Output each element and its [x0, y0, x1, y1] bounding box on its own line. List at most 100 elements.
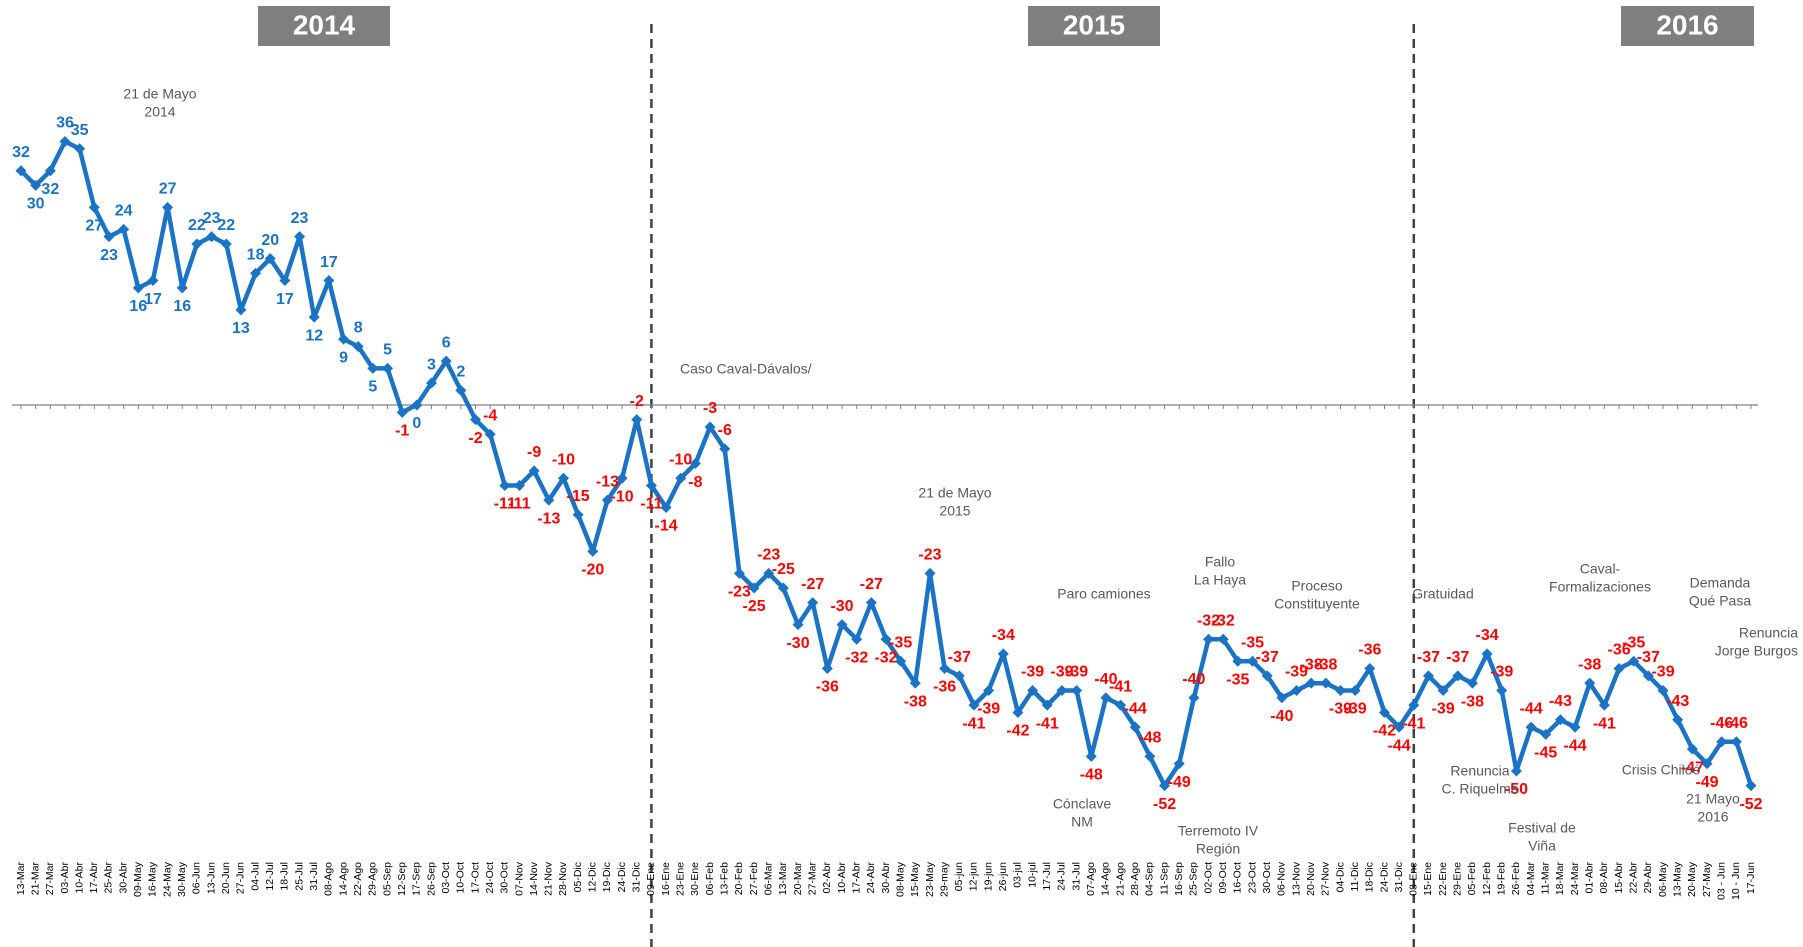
value-label: 23 — [291, 210, 309, 227]
line — [19, 139, 1754, 788]
x-tick-label: 06-Mar — [762, 862, 774, 896]
value-label: -6 — [718, 422, 732, 439]
value-label: -9 — [527, 444, 541, 461]
value-label: -27 — [801, 576, 824, 593]
marker — [704, 421, 716, 433]
marker — [411, 399, 423, 411]
marker — [1466, 677, 1478, 689]
value-label: -32 — [845, 649, 868, 666]
marker — [1422, 670, 1434, 682]
x-tick-label: 12-Sep — [396, 862, 408, 896]
marker — [1437, 684, 1449, 696]
marker — [308, 311, 320, 323]
marker — [616, 472, 628, 484]
x-tick-label: 07-Nov — [513, 861, 525, 896]
marker — [601, 494, 613, 506]
x-tick-label: 24-Dic — [1378, 862, 1390, 892]
marker — [880, 633, 892, 645]
marker — [865, 597, 877, 609]
x-tick-label: 10-jul — [1026, 862, 1038, 888]
marker — [1100, 692, 1112, 704]
x-tick-label: 13-Jun — [205, 862, 217, 894]
x-tick-label: 17-Oct — [469, 862, 481, 894]
x-tick-label: 11-Mar — [1540, 862, 1552, 895]
marker — [1628, 655, 1640, 667]
marker — [455, 384, 467, 396]
value-label: 17 — [320, 254, 338, 271]
marker — [1701, 758, 1713, 770]
marker — [88, 201, 100, 213]
value-label: -10 — [611, 488, 634, 505]
x-tick-label: 14-Ago — [1100, 862, 1112, 896]
value-label: -37 — [1446, 649, 1469, 666]
value-label: -38 — [904, 693, 927, 710]
marker — [1657, 684, 1669, 696]
marker — [396, 406, 408, 418]
value-label: -32 — [874, 649, 897, 666]
x-tick-label: 13-Nov — [1290, 861, 1302, 896]
value-label: -38 — [1461, 693, 1484, 710]
annotation: Crisis Chiloé — [1622, 762, 1701, 778]
x-tick-label: 10-Abr — [73, 861, 85, 893]
value-label: 36 — [56, 115, 74, 132]
marker — [426, 377, 438, 389]
x-tick-label: 13-May — [1671, 861, 1683, 897]
value-label: -39 — [1344, 701, 1367, 718]
value-label: -37 — [1417, 649, 1440, 666]
marker — [631, 414, 643, 426]
marker — [132, 282, 144, 294]
marker — [953, 670, 965, 682]
value-label: -39 — [1065, 664, 1088, 681]
x-tick-label: 17-Sep — [411, 862, 423, 896]
x-tick-label: 18-Dic — [1364, 862, 1376, 892]
marker — [162, 201, 174, 213]
marker — [895, 655, 907, 667]
x-tick-label: 07-Ago — [1085, 862, 1097, 896]
x-tick-label: 24-Jul — [1056, 862, 1068, 891]
x-tick-label: 01-Abr — [1584, 861, 1596, 893]
x-tick-label: 10-Oct — [455, 862, 467, 894]
marker — [191, 238, 203, 250]
marker — [1642, 670, 1654, 682]
marker — [206, 231, 218, 243]
value-label: -39 — [1021, 664, 1044, 681]
value-label: 32 — [12, 144, 30, 161]
value-label: -41 — [1109, 678, 1132, 695]
marker — [1291, 684, 1303, 696]
value-label: -34 — [1476, 627, 1499, 644]
value-label: -34 — [992, 627, 1015, 644]
x-tick-label: 24-May — [161, 861, 173, 897]
marker — [909, 677, 921, 689]
marker — [1378, 706, 1390, 718]
marker — [1305, 677, 1317, 689]
x-tick-label: 12-jun — [968, 862, 980, 891]
marker — [294, 231, 306, 243]
value-label: 2 — [456, 364, 465, 381]
marker — [1188, 692, 1200, 704]
x-tick-label: 22-Abr — [1627, 861, 1639, 893]
marker — [440, 355, 452, 367]
value-label: 18 — [247, 246, 265, 263]
x-tick-label: 19-Feb — [1496, 862, 1508, 895]
marker — [513, 480, 525, 492]
value-label: -10 — [669, 451, 692, 468]
annotation: Terremoto IV — [1178, 823, 1259, 839]
annotation: 2016 — [1697, 809, 1728, 825]
annotation: Fallo — [1205, 554, 1236, 570]
x-tick-label: 28-Nov — [557, 861, 569, 896]
marker — [1144, 750, 1156, 762]
value-label: 17 — [276, 291, 294, 308]
year-box — [258, 6, 390, 46]
x-tick-label: 16-Oct — [1232, 862, 1244, 894]
marker — [1745, 780, 1757, 792]
marker — [543, 494, 555, 506]
x-tick-label: 16-Ene — [660, 862, 672, 896]
x-tick-label: 30-Oct — [499, 862, 511, 894]
x-tick-label: 14-Ago — [337, 862, 349, 896]
x-tick-label: 29-Ene — [1452, 862, 1464, 896]
x-tick-label: 06-Feb — [704, 862, 716, 895]
value-label: -35 — [1622, 634, 1645, 651]
marker — [15, 165, 27, 177]
marker — [1041, 699, 1053, 711]
value-label: -14 — [655, 518, 678, 535]
